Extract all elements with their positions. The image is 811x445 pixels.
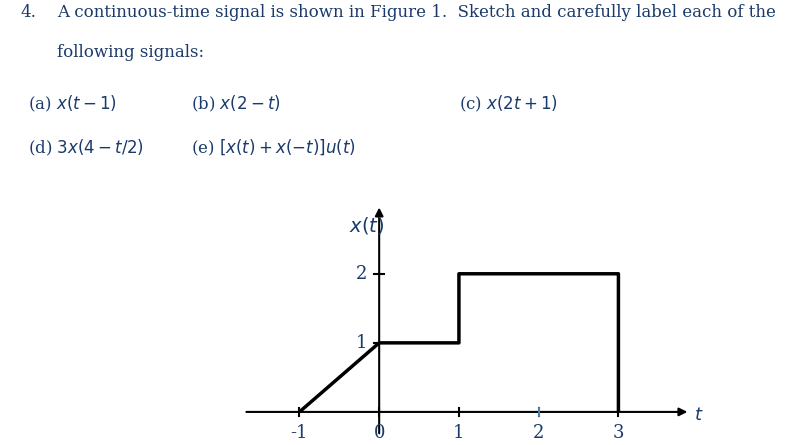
Text: 2: 2 <box>532 425 543 442</box>
Text: following signals:: following signals: <box>57 44 204 61</box>
Text: $t$: $t$ <box>693 406 703 424</box>
Text: (e) $[x(t)+x(-t)]u(t)$: (e) $[x(t)+x(-t)]u(t)$ <box>191 138 355 158</box>
Text: 0: 0 <box>373 425 384 442</box>
Text: -1: -1 <box>290 425 308 442</box>
Text: A continuous-time signal is shown in Figure 1.  Sketch and carefully label each : A continuous-time signal is shown in Fig… <box>57 4 775 21</box>
Text: $x(t)$: $x(t)$ <box>349 215 384 236</box>
Text: (c) $x(2t+1)$: (c) $x(2t+1)$ <box>458 93 557 114</box>
Text: (a) $x(t-1)$: (a) $x(t-1)$ <box>28 93 118 114</box>
Text: (d) $3x(4-t/2)$: (d) $3x(4-t/2)$ <box>28 138 144 158</box>
Text: 4.: 4. <box>20 4 36 21</box>
Text: 2: 2 <box>355 265 367 283</box>
Text: 1: 1 <box>453 425 464 442</box>
Text: (b) $x(2-t)$: (b) $x(2-t)$ <box>191 93 281 114</box>
Text: 1: 1 <box>355 334 367 352</box>
Text: 3: 3 <box>612 425 624 442</box>
